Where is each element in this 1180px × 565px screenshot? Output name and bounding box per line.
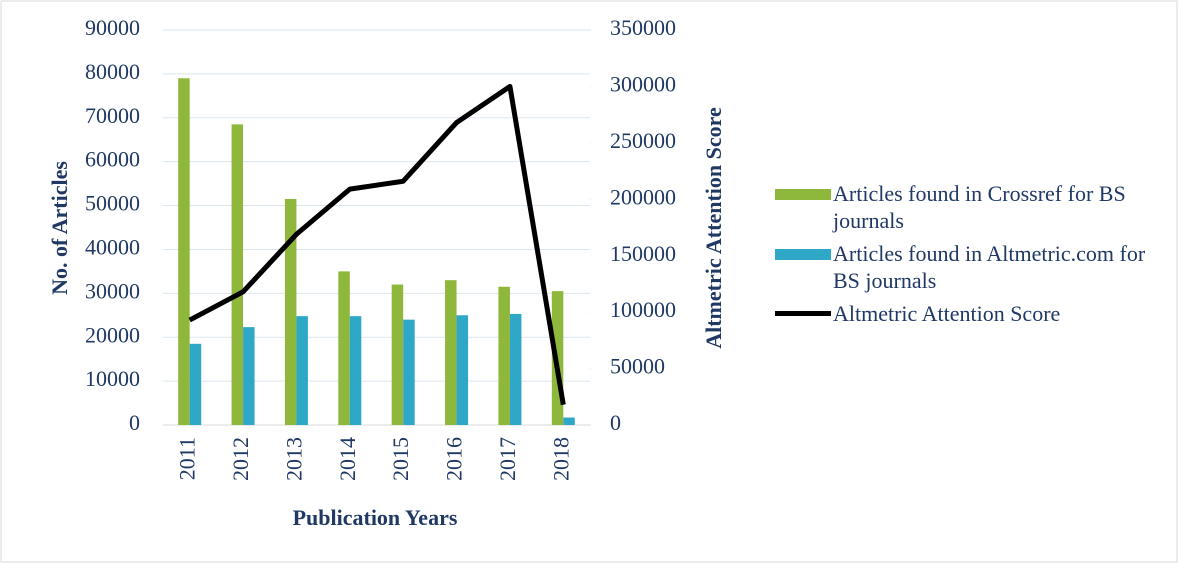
y2-tick-label: 300000 xyxy=(610,71,676,96)
legend-swatch xyxy=(775,189,831,200)
bar xyxy=(284,198,297,425)
x-tick-label: 2016 xyxy=(442,437,467,481)
line xyxy=(188,83,566,406)
legend-swatch xyxy=(775,249,831,260)
bar xyxy=(349,316,362,425)
y-tick-label: 80000 xyxy=(85,59,140,84)
x-tick-label: 2015 xyxy=(388,437,413,481)
bar xyxy=(445,280,457,425)
y-tick-label: 10000 xyxy=(85,366,140,391)
y2-tick-label: 250000 xyxy=(610,128,676,153)
y-tick-label: 90000 xyxy=(85,15,140,40)
bar xyxy=(243,327,255,425)
bar xyxy=(498,286,510,425)
y-axis-title: No. of Articles xyxy=(47,161,72,295)
legend-entry: Articles found in Altmetric.com for BS j… xyxy=(775,240,1175,294)
y-tick-label: 70000 xyxy=(85,103,140,128)
legend-label: Articles found in Crossref for BS journa… xyxy=(833,181,1126,233)
bar xyxy=(296,316,308,425)
x-tick-label: 2013 xyxy=(281,437,306,481)
y2-tick-label: 50000 xyxy=(610,354,665,379)
y2-tick-label: 200000 xyxy=(610,184,676,209)
y-tick-label: 60000 xyxy=(85,147,140,172)
bar xyxy=(563,417,575,425)
legend: Articles found in Crossref for BS journa… xyxy=(775,180,1175,333)
y2-tick-label: 150000 xyxy=(610,241,676,266)
y-tick-label: 40000 xyxy=(85,234,140,259)
bar xyxy=(338,271,350,425)
x-tick-label: 2011 xyxy=(175,437,200,480)
y2-tick-label: 0 xyxy=(610,410,621,435)
legend-entry: Articles found in Crossref for BS journa… xyxy=(775,180,1175,234)
y-tick-label: 30000 xyxy=(85,278,140,303)
x-tick-label: 2018 xyxy=(548,437,573,481)
legend-entry: Altmetric Attention Score xyxy=(775,300,1175,327)
bar xyxy=(403,319,415,425)
bar xyxy=(456,315,469,425)
legend-label: Altmetric Attention Score xyxy=(833,301,1061,326)
legend-swatch xyxy=(775,311,831,316)
bar xyxy=(509,313,522,425)
bar xyxy=(189,343,202,425)
y2-tick-label: 100000 xyxy=(610,297,676,322)
x-tick-label: 2014 xyxy=(335,437,360,481)
x-axis-title: Publication Years xyxy=(293,505,458,530)
bar xyxy=(231,124,244,425)
legend-label: Articles found in Altmetric.com for BS j… xyxy=(833,241,1146,293)
y-tick-label: 0 xyxy=(129,410,140,435)
y-tick-label: 20000 xyxy=(85,322,140,347)
y-tick-label: 50000 xyxy=(85,191,140,216)
bar xyxy=(391,284,404,425)
x-tick-label: 2017 xyxy=(495,437,520,481)
y2-tick-label: 350000 xyxy=(610,15,676,40)
y2-axis-title: Altmetric Attention Score xyxy=(701,107,726,349)
x-tick-label: 2012 xyxy=(228,437,253,481)
bar xyxy=(178,78,190,426)
